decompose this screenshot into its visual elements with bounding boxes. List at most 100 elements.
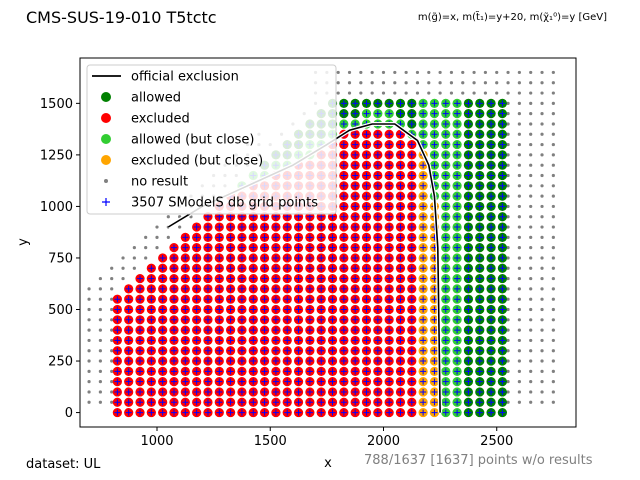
grid-point-marker — [386, 131, 393, 138]
grid-point-marker — [204, 234, 211, 241]
no-result-point — [551, 390, 555, 394]
grid-point-marker — [397, 182, 404, 189]
grid-point-marker — [284, 337, 291, 344]
legend-small-dot-swatch — [104, 179, 108, 183]
grid-point-marker — [397, 409, 404, 416]
grid-point-marker — [499, 234, 506, 241]
grid-point-marker — [261, 327, 268, 334]
grid-point-marker — [352, 213, 359, 220]
grid-point-marker — [397, 296, 404, 303]
grid-point-marker — [272, 275, 279, 282]
grid-point-marker — [170, 275, 177, 282]
y-tick-label: 0 — [65, 406, 73, 421]
grid-point-marker — [465, 151, 472, 158]
grid-point-marker — [454, 141, 461, 148]
grid-point-marker — [363, 399, 370, 406]
no-result-point — [551, 318, 555, 322]
grid-point-marker — [386, 151, 393, 158]
grid-point-marker — [465, 131, 472, 138]
no-result-point — [540, 101, 544, 105]
grid-point-marker — [318, 337, 325, 344]
grid-point-marker — [386, 110, 393, 117]
grid-point-marker — [374, 265, 381, 272]
no-result-point — [483, 91, 488, 95]
grid-point-marker — [159, 265, 166, 272]
x-axis-label: x — [324, 456, 332, 471]
grid-point-marker — [204, 316, 211, 323]
grid-point-marker — [306, 358, 313, 365]
grid-point-marker — [114, 358, 121, 365]
grid-point-marker — [408, 337, 415, 344]
grid-point-marker — [295, 275, 302, 282]
grid-point-marker — [431, 399, 438, 406]
grid-point-marker — [227, 368, 234, 375]
grid-point-marker — [408, 388, 415, 395]
no-result-point — [449, 81, 454, 85]
no-result-point — [495, 91, 499, 95]
no-result-point — [540, 349, 544, 353]
grid-point-marker — [182, 306, 189, 313]
grid-point-marker — [250, 399, 257, 406]
grid-point-marker — [182, 316, 189, 323]
grid-point-marker — [454, 162, 461, 169]
no-result-point — [529, 297, 533, 301]
grid-point-marker — [488, 316, 495, 323]
grid-point-marker — [329, 347, 336, 354]
grid-point-marker — [182, 254, 189, 261]
grid-point-marker — [488, 234, 495, 241]
no-result-point — [529, 163, 533, 167]
grid-point-marker — [193, 265, 200, 272]
grid-point-marker — [386, 399, 393, 406]
grid-point-marker — [431, 327, 438, 334]
grid-point-marker — [318, 244, 325, 251]
no-result-point — [517, 338, 521, 343]
grid-point-marker — [250, 316, 257, 323]
grid-point-marker — [488, 358, 495, 365]
grid-point-marker — [193, 378, 200, 385]
no-result-point — [529, 287, 533, 291]
no-result-point — [551, 328, 555, 332]
grid-point-marker — [148, 399, 155, 406]
grid-point-marker — [137, 409, 144, 416]
grid-point-marker — [374, 316, 381, 323]
no-result-point — [336, 81, 340, 85]
no-result-point — [110, 400, 114, 404]
grid-point-marker — [238, 254, 245, 261]
grid-point-marker — [465, 285, 472, 292]
no-result-point — [336, 91, 340, 95]
no-result-point — [359, 81, 363, 85]
no-result-point — [517, 246, 521, 250]
grid-point-marker — [272, 224, 279, 231]
grid-point-marker — [442, 234, 449, 241]
no-result-point — [540, 235, 544, 239]
no-result-point — [132, 246, 136, 250]
grid-point-marker — [397, 234, 404, 241]
grid-point-marker — [352, 110, 359, 117]
no-result-point — [517, 204, 521, 209]
grid-point-marker — [374, 182, 381, 189]
grid-point-marker — [454, 306, 461, 313]
grid-point-marker — [352, 234, 359, 241]
grid-point-marker — [340, 368, 347, 375]
grid-point-marker — [306, 327, 313, 334]
no-result-point — [449, 70, 454, 75]
grid-point-marker — [408, 120, 415, 127]
grid-point-marker — [488, 141, 495, 148]
grid-point-marker — [374, 327, 381, 334]
grid-point-marker — [420, 358, 427, 365]
grid-point-marker — [352, 193, 359, 200]
grid-point-marker — [454, 110, 461, 117]
grid-point-marker — [397, 285, 404, 292]
grid-point-marker — [227, 337, 234, 344]
grid-point-marker — [284, 378, 291, 385]
grid-point-marker — [442, 182, 449, 189]
grid-point-marker — [193, 254, 200, 261]
grid-point-marker — [386, 234, 393, 241]
grid-point-marker — [386, 254, 393, 261]
grid-point-marker — [363, 296, 370, 303]
grid-point-marker — [420, 368, 427, 375]
no-result-point — [506, 328, 510, 332]
no-result-point — [540, 338, 544, 343]
grid-point-marker — [386, 337, 393, 344]
grid-point-marker — [352, 203, 359, 210]
